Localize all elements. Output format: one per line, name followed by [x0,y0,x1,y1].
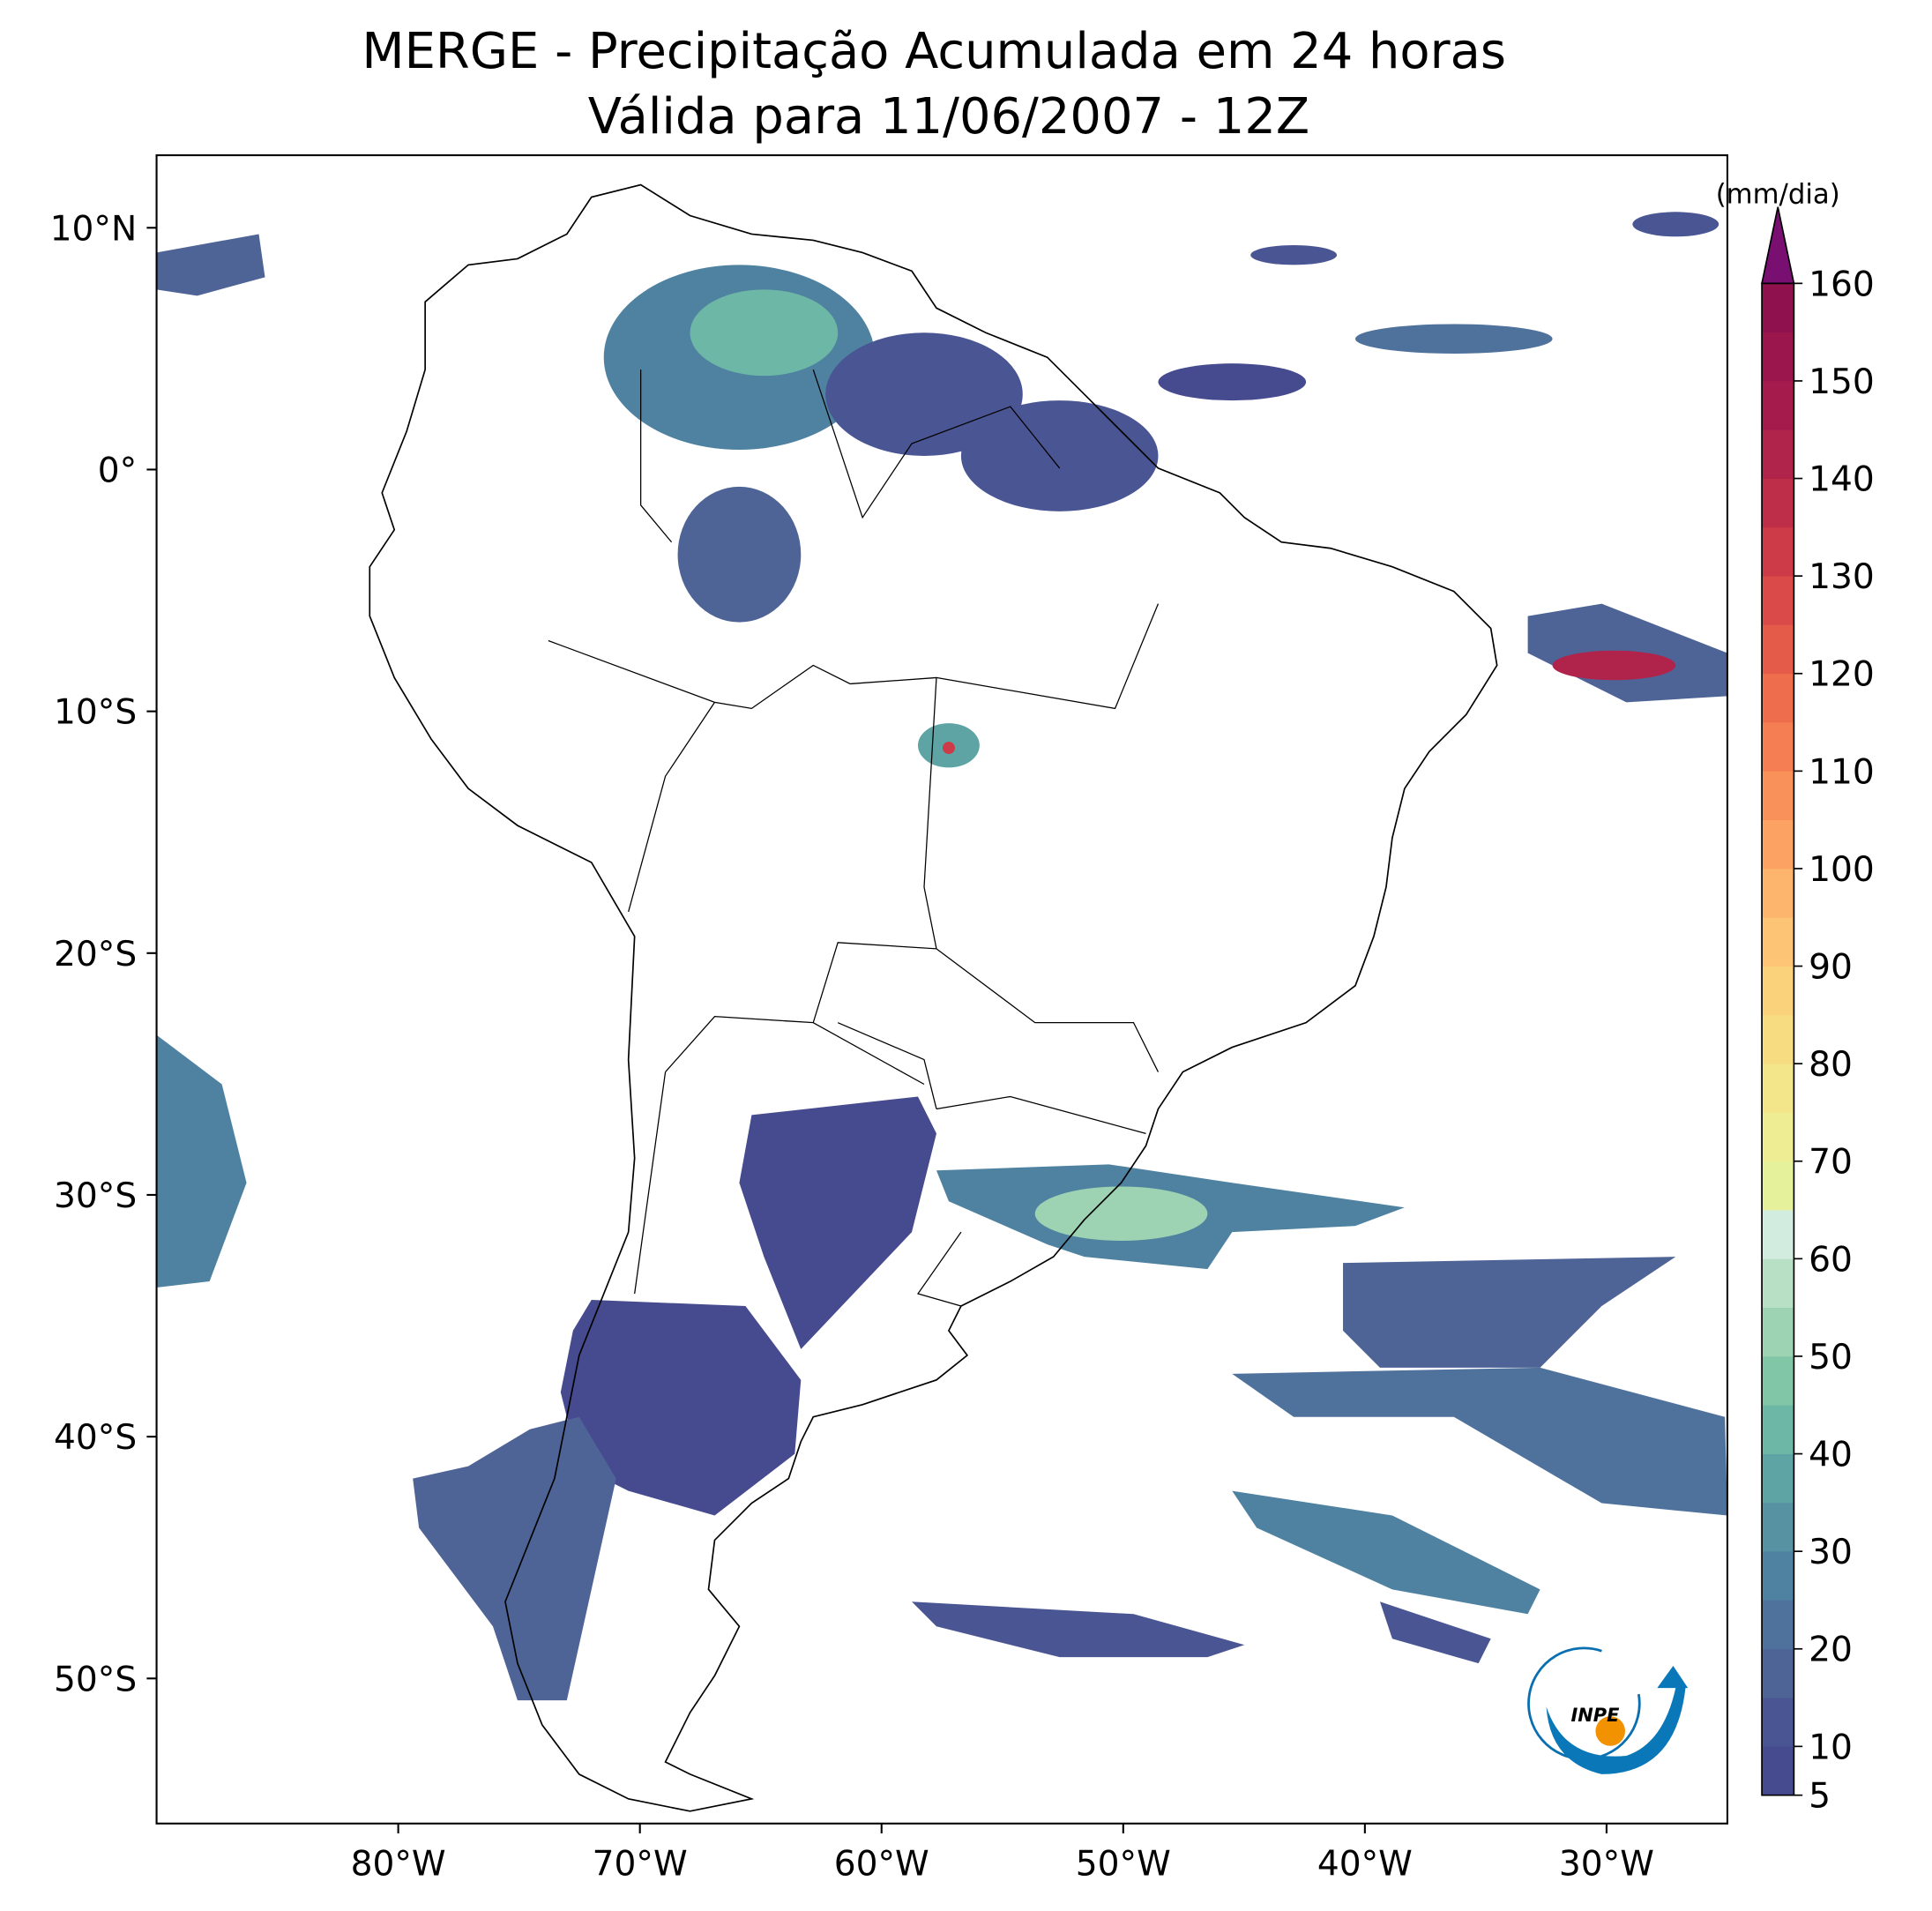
colorbar-tick-label: 50 [1809,1338,1853,1377]
colorbar-band [1761,819,1794,870]
x-tick-label: 40°W [1317,1844,1413,1884]
logo: INPE [1527,1646,1689,1774]
x-tick-label: 80°W [351,1844,446,1884]
y-tick-label: 0° [98,451,137,490]
colorbar-tick-label: 70 [1809,1143,1853,1183]
colorbar-band [1761,868,1794,918]
colorbar-band [1761,575,1794,625]
x-tick-label: 30°W [1559,1844,1654,1884]
colorbar: 5 10 20 30 40 50 60 70 80 90 100 110 120 130 140 150 160… [1716,179,1875,1817]
y-tick-label: 50°S [54,1660,137,1699]
colorbar-tick-label: 110 [1809,752,1875,792]
colorbar-label: (mm/dia) [1716,179,1840,211]
colorbar-band [1761,1307,1794,1357]
colorbar-tick-label: 90 [1809,948,1853,988]
coastline [369,183,1498,1812]
colorbar-band [1761,1600,1794,1650]
logo-text: INPE [1571,1705,1621,1726]
borders [548,369,1160,1307]
colorbar-band [1761,771,1794,821]
colorbar-band [1761,478,1794,528]
colorbar-tick-label: 20 [1809,1631,1853,1670]
colorbar-band [1761,721,1794,772]
x-tick-label: 70°W [593,1844,688,1884]
colorbar-band [1761,1550,1794,1601]
y-tick-label: 30°S [54,1176,137,1216]
colorbar-band [1761,380,1794,430]
colorbar-band [1761,1502,1794,1552]
colorbar-band [1761,1746,1794,1796]
colorbar-band [1761,332,1794,382]
x-tick-label: 50°W [1076,1844,1171,1884]
axes: 80°W 70°W 60°W 50°W 40°W 30°W 10°N 0° 10°S 20°S 30… [50,209,1654,1884]
colorbar-band [1761,1209,1794,1259]
colorbar-tick-label: 10 [1809,1728,1853,1767]
colorbar-band [1761,1161,1794,1211]
colorbar-tick-label: 60 [1809,1240,1853,1280]
colorbar-band [1761,916,1794,967]
colorbar-band [1761,1648,1794,1698]
x-tick-label: 60°W [834,1844,929,1884]
y-tick-label: 40°S [54,1418,137,1458]
colorbar-tick-label: 150 [1809,362,1875,402]
colorbar-tick-label: 140 [1809,460,1875,500]
y-tick-label: 10°N [50,209,138,249]
colorbar-tick-label: 160 [1809,265,1875,304]
colorbar-tick-label: 40 [1809,1436,1853,1475]
map-frame [155,153,1728,1825]
colorbar-frame [1761,282,1795,1796]
colorbar-band [1761,624,1794,675]
colorbar-extend [1761,206,1795,285]
colorbar-tick-label: 120 [1809,655,1875,695]
colorbar-band [1761,526,1794,577]
colorbar-band [1761,282,1794,332]
precipitation [156,212,1727,1701]
colorbar-band [1761,1453,1794,1504]
colorbar-band [1761,1355,1794,1406]
colorbar-band [1761,1404,1794,1454]
colorbar-band [1761,1063,1794,1113]
colorbar-band [1761,966,1794,1016]
colorbar-tick-label: 5 [1809,1777,1831,1817]
subtitle: Válida para 11/06/2007 - 12Z [588,88,1309,146]
colorbar-band [1761,1112,1794,1162]
title: MERGE - Precipitação Acumulada em 24 hor… [362,23,1506,80]
colorbar-band [1761,1014,1794,1064]
colorbar-band [1761,1697,1794,1747]
map-area [156,183,1727,1812]
y-tick-label: 20°S [54,935,137,974]
colorbar-tick-label: 130 [1809,557,1875,597]
colorbar-band [1761,673,1794,723]
y-tick-label: 10°S [54,693,137,733]
colorbar-tick-label: 100 [1809,850,1875,890]
colorbar-tick-label: 80 [1809,1045,1853,1085]
colorbar-tick-label: 30 [1809,1533,1853,1572]
colorbar-band [1761,1258,1794,1309]
colorbar-band [1761,429,1794,479]
